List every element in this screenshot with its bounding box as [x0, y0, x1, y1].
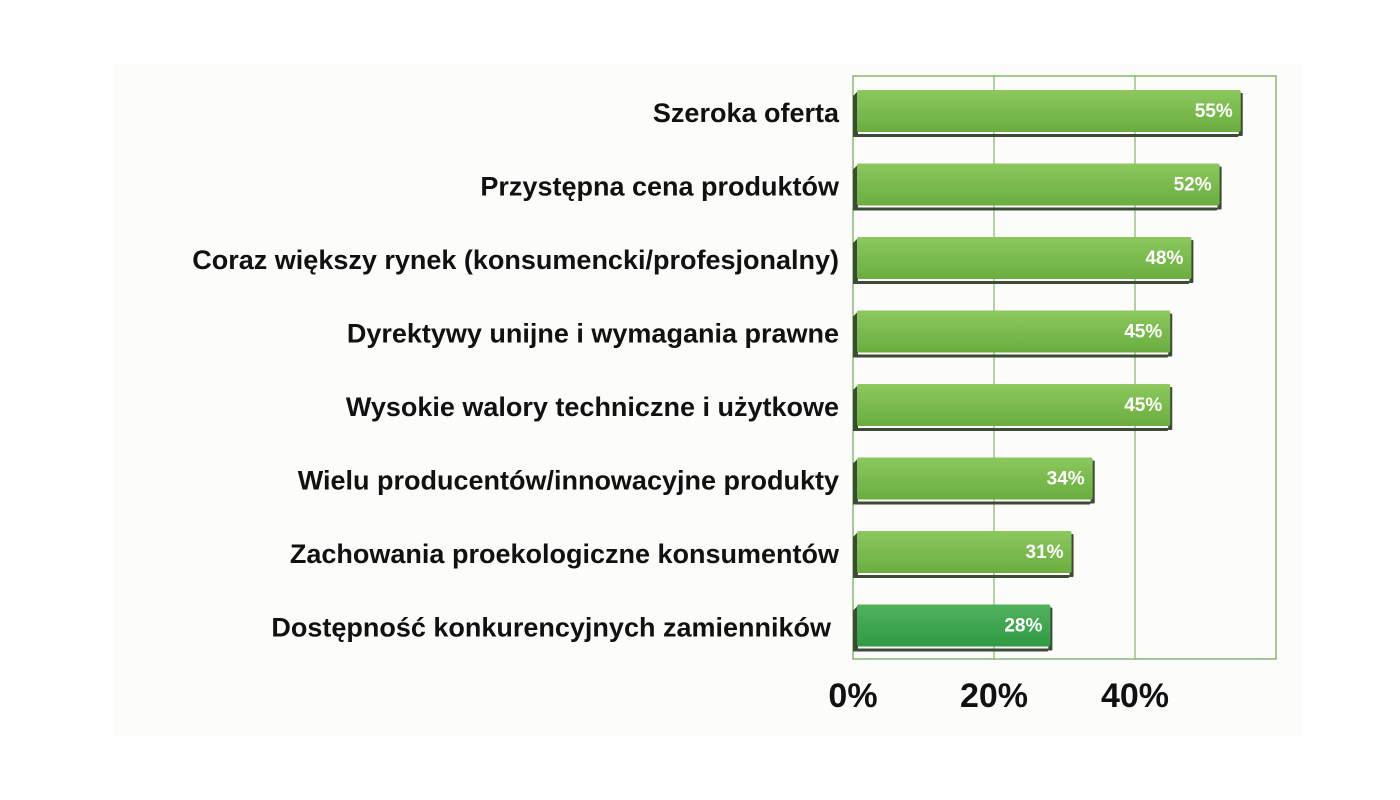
bar-group: 31%: [853, 531, 1074, 578]
bar: [857, 237, 1192, 279]
bar-group: 28%: [853, 604, 1053, 652]
category-label: Wysokie walory techniczne i użytkowe: [346, 392, 839, 422]
category-label: Dyrektywy unijne i wymagania prawne: [347, 319, 839, 349]
category-label: Wielu producentów/innowacyjne produkty: [298, 466, 839, 496]
bar-chart: 55% 52% 48% 45% 45% 34% 31% 28% Szeroka oferta P…: [192, 75, 1277, 715]
bar-group: 34%: [853, 457, 1095, 505]
bar: [857, 384, 1171, 426]
x-axis-ticks: 0% 20% 40%: [828, 677, 1169, 715]
bar: [857, 604, 1051, 647]
category-label: Przystępna cena produktów: [480, 172, 840, 202]
x-tick-label: 20%: [960, 677, 1028, 715]
bar: [857, 531, 1072, 573]
value-label: 52%: [1174, 175, 1212, 196]
category-label: Szeroka oferta: [653, 98, 840, 128]
bar-group: 55%: [853, 90, 1243, 137]
bars: 55% 52% 48% 45% 45% 34% 31% 28%: [853, 90, 1243, 652]
plot-frame: [852, 75, 1277, 660]
bar-group: 45%: [853, 310, 1173, 358]
x-tick-label: 40%: [1101, 677, 1169, 715]
bar-group: 45%: [853, 384, 1173, 431]
category-label: Zachowania proekologiczne konsumentów: [290, 539, 840, 569]
value-label: 45%: [1124, 322, 1162, 343]
value-label: 34%: [1047, 469, 1085, 490]
x-tick-label: 0%: [828, 677, 877, 715]
bar-group: 48%: [853, 237, 1194, 284]
bar-group: 52%: [853, 163, 1222, 211]
category-labels: Szeroka oferta Przystępna cena produktów C…: [192, 98, 840, 643]
value-label: 31%: [1026, 542, 1064, 563]
bar: [857, 457, 1093, 500]
value-label: 28%: [1004, 616, 1042, 637]
value-label: 48%: [1145, 248, 1183, 269]
bar: [857, 163, 1220, 206]
bar: [857, 90, 1241, 132]
bar: [857, 310, 1171, 353]
value-label: 55%: [1195, 101, 1233, 122]
value-label: 45%: [1124, 395, 1162, 416]
category-label: Dostępność konkurencyjnych zamienników: [271, 613, 832, 643]
category-label: Coraz większy rynek (konsumencki/profesj…: [192, 245, 839, 275]
chart-panel: 55% 52% 48% 45% 45% 34% 31% 28% Szeroka oferta P…: [113, 64, 1303, 736]
